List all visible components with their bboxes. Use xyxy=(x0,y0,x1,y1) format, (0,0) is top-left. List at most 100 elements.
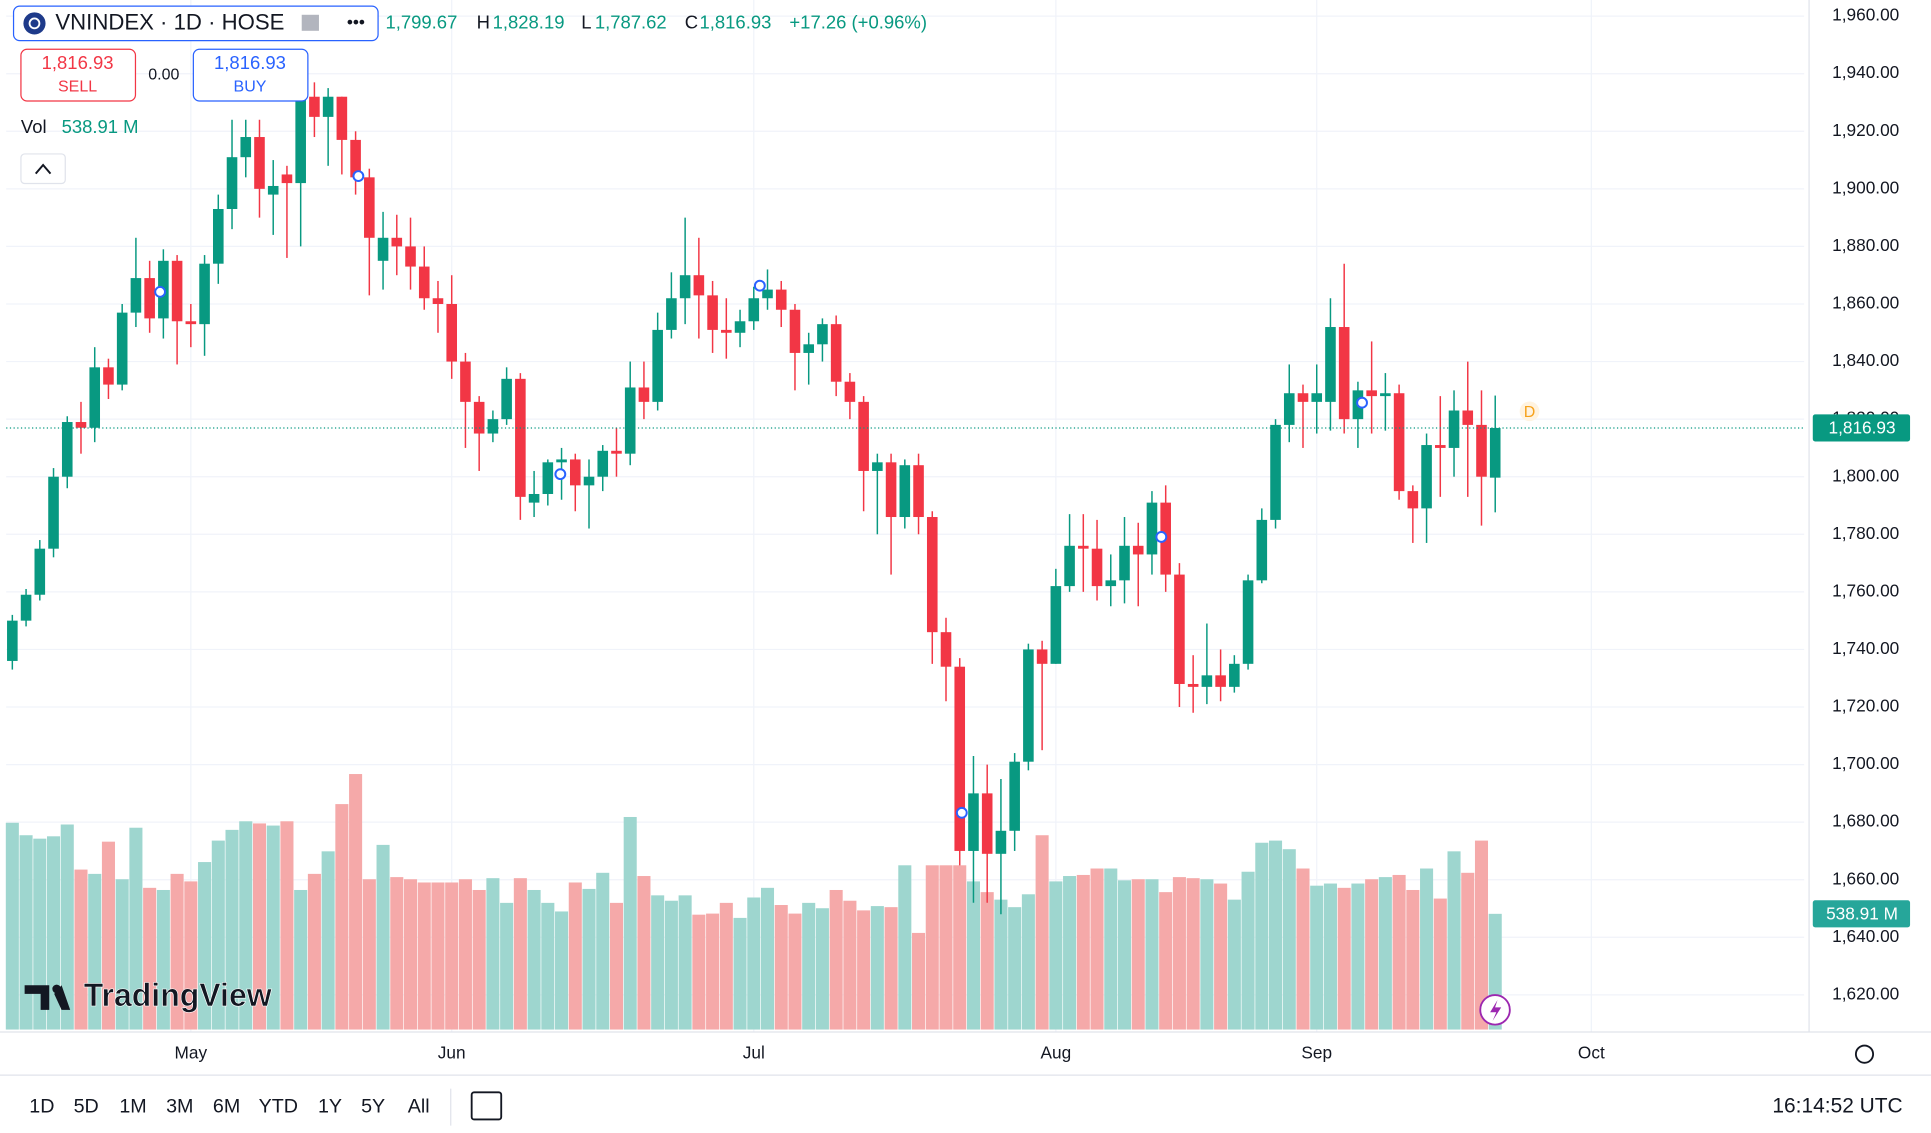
buy-button[interactable] xyxy=(192,48,309,102)
volume-bar xyxy=(1117,880,1132,1030)
volume-bar xyxy=(115,879,129,1030)
y-tick-label: 1,700.00 xyxy=(1832,753,1899,773)
symbol-box[interactable] xyxy=(12,5,379,42)
volume-bar xyxy=(1447,851,1461,1030)
candle-body xyxy=(611,450,622,454)
volume-bar xyxy=(1186,878,1200,1030)
range-button[interactable]: 1M xyxy=(119,1095,146,1117)
last-price-box xyxy=(1812,414,1911,442)
volume-bar xyxy=(335,804,349,1030)
volume-bar xyxy=(788,913,802,1030)
candle-body xyxy=(309,96,320,117)
volume-bar xyxy=(1008,907,1022,1030)
volume-bar xyxy=(417,882,431,1030)
x-tick-label: Jul xyxy=(743,1043,765,1063)
volume-bar xyxy=(1214,883,1228,1030)
candle-body xyxy=(789,309,801,353)
candle-body xyxy=(48,476,59,549)
range-button[interactable]: YTD xyxy=(259,1095,298,1117)
flag-icon xyxy=(301,14,319,31)
sell-button[interactable] xyxy=(20,48,137,102)
candle-body xyxy=(995,830,1007,854)
volume-bar xyxy=(541,902,555,1030)
candle-body xyxy=(583,476,595,486)
range-button[interactable]: 5D xyxy=(74,1095,99,1117)
candle-body xyxy=(322,96,334,117)
candle-body xyxy=(144,278,155,319)
logo-dot xyxy=(52,984,61,994)
event-marker[interactable] xyxy=(1356,396,1368,409)
candle-body xyxy=(1050,586,1062,664)
volume-bar xyxy=(651,895,665,1030)
candle-body xyxy=(1325,327,1336,402)
settings-icon[interactable] xyxy=(1854,1044,1875,1064)
candle-body xyxy=(693,275,705,296)
candle-body xyxy=(487,419,499,434)
candle-body xyxy=(707,295,718,330)
candle-body xyxy=(212,208,224,264)
dividend-marker[interactable] xyxy=(1519,401,1540,422)
candle-body xyxy=(1174,574,1185,684)
volume-bar xyxy=(623,816,637,1030)
x-tick-label: Oct xyxy=(1578,1043,1605,1063)
volume-bar xyxy=(1076,874,1090,1030)
event-marker[interactable] xyxy=(1155,531,1168,543)
volume-bar xyxy=(513,878,527,1030)
collapse-icon xyxy=(34,163,52,175)
volume-bar xyxy=(1035,835,1049,1030)
volume-bar xyxy=(362,879,376,1030)
range-button[interactable]: All xyxy=(408,1095,430,1117)
candle-body xyxy=(940,632,952,667)
range-button[interactable]: 3M xyxy=(166,1095,193,1117)
candle-body xyxy=(652,329,663,402)
more-icon[interactable]: ••• xyxy=(347,12,365,32)
event-marker[interactable] xyxy=(554,468,567,481)
volume-bar xyxy=(1269,840,1283,1030)
candle-body xyxy=(556,459,567,463)
candle-body xyxy=(542,462,554,494)
volume-bar xyxy=(898,865,912,1030)
change: +17.26 (+0.96%) xyxy=(789,11,927,32)
volume-bar xyxy=(307,873,321,1030)
volume-bar xyxy=(33,838,47,1030)
y-tick-label: 1,620.00 xyxy=(1832,983,1899,1003)
date-range-icon[interactable] xyxy=(470,1091,503,1121)
volume-bar xyxy=(774,905,788,1030)
event-marker[interactable] xyxy=(352,170,365,183)
y-tick-label: 1,920.00 xyxy=(1832,120,1899,140)
clock: 16:14:52 UTC xyxy=(1772,1095,1902,1118)
candle-body xyxy=(638,387,650,402)
candle-body xyxy=(981,793,993,854)
volume-bar xyxy=(19,835,33,1030)
range-button[interactable]: 1D xyxy=(29,1095,54,1117)
volume-bar xyxy=(486,878,500,1030)
symbol-logo-ring xyxy=(28,17,41,30)
candle-body xyxy=(926,517,938,633)
range-button[interactable]: 1Y xyxy=(318,1095,342,1117)
volume-bar xyxy=(527,889,541,1030)
event-marker[interactable] xyxy=(955,806,968,819)
candle-body xyxy=(1215,675,1226,687)
candle-body xyxy=(1091,548,1103,587)
volume-bar xyxy=(129,827,143,1030)
event-marker[interactable] xyxy=(154,285,167,298)
candle-body xyxy=(1187,683,1199,687)
close-prefix: C xyxy=(685,11,698,32)
range-button[interactable]: 6M xyxy=(213,1095,240,1117)
sell-label: SELL xyxy=(58,79,97,96)
candle-body xyxy=(817,324,828,345)
candle-body xyxy=(185,321,197,325)
volume-bar xyxy=(458,879,472,1030)
alert-bolt xyxy=(1490,999,1502,1021)
candle-body xyxy=(350,139,361,178)
y-tick-label: 1,880.00 xyxy=(1832,235,1899,255)
event-marker[interactable] xyxy=(753,279,766,292)
volume-bar xyxy=(1351,883,1365,1030)
volume-bar xyxy=(953,865,967,1030)
candle-body xyxy=(20,594,32,621)
y-tick-label: 1,780.00 xyxy=(1832,523,1899,543)
volume-bar xyxy=(1145,879,1159,1030)
collapse-button[interactable] xyxy=(20,153,66,185)
vol-value: 538.91 M xyxy=(62,116,139,137)
range-button[interactable]: 5Y xyxy=(361,1095,385,1117)
